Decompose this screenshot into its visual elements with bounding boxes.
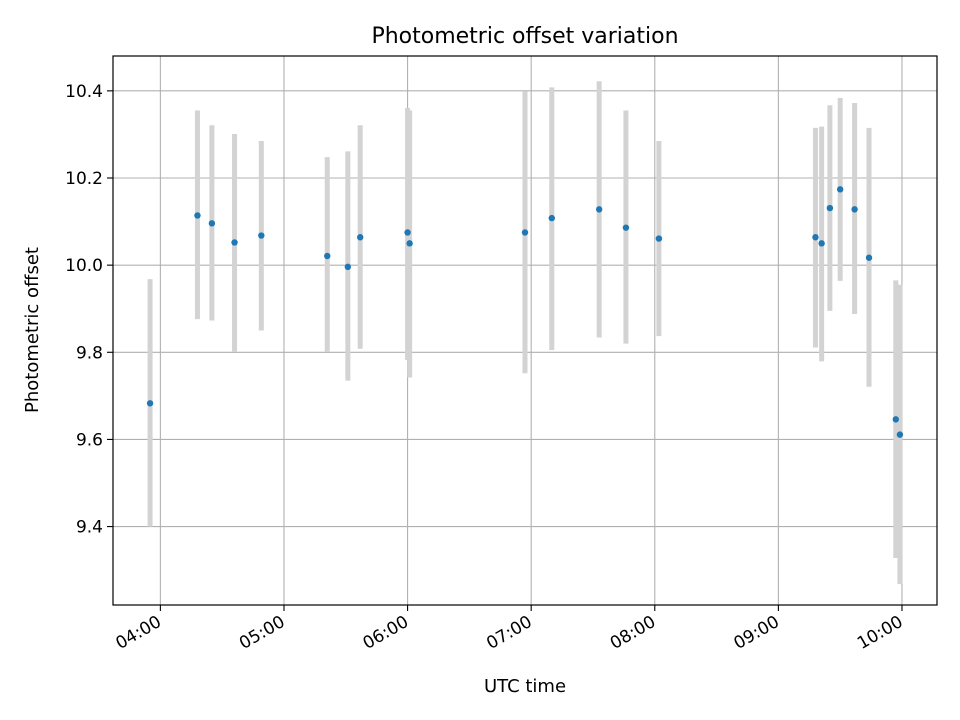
chart-title: Photometric offset variation (371, 24, 678, 49)
data-point (818, 240, 825, 247)
plot-frame (112, 55, 938, 606)
data-point (622, 224, 630, 231)
data-point (548, 214, 555, 222)
y-axis-ticks: 9.4 9.6 9.8 10.0 10.2 10.4 (65, 82, 113, 538)
data-point (521, 229, 529, 236)
data-point (851, 206, 858, 213)
data-point (595, 206, 603, 213)
y-tick-label: 10.0 (65, 256, 103, 276)
data-point (194, 212, 201, 219)
data-point (357, 234, 364, 241)
data-point (258, 232, 265, 239)
data-point (892, 416, 899, 423)
y-tick-label: 10.2 (65, 169, 103, 189)
data-points (146, 186, 904, 438)
data-point (826, 204, 834, 212)
y-tick-label: 9.6 (76, 430, 103, 450)
grid (113, 56, 937, 605)
data-point (324, 252, 331, 260)
data-point (146, 400, 154, 407)
data-point (865, 254, 873, 261)
data-point (836, 186, 844, 193)
data-point (406, 240, 413, 247)
y-tick-label: 9.8 (76, 343, 103, 363)
x-axis-label: UTC time (484, 676, 566, 697)
y-axis-label: Photometric offset (22, 247, 43, 413)
y-tick-label: 10.4 (65, 82, 103, 102)
data-point (344, 263, 352, 271)
data-point (655, 235, 663, 242)
data-point (208, 220, 216, 227)
data-point (896, 431, 904, 438)
data-point (231, 239, 238, 246)
y-tick-label: 9.4 (76, 518, 103, 538)
data-point (404, 229, 411, 236)
data-point (812, 234, 819, 241)
